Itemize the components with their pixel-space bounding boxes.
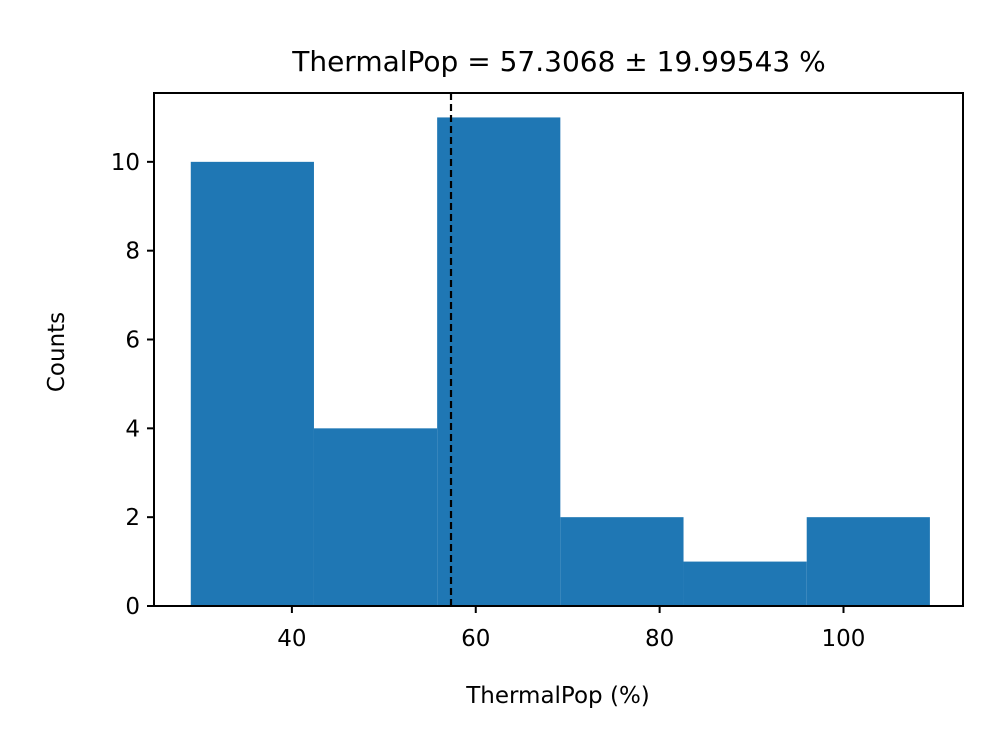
histogram-bar <box>560 517 684 606</box>
y-tick-label: 6 <box>125 328 140 354</box>
plot-frame <box>153 92 964 607</box>
x-tick-label: 60 <box>461 626 490 652</box>
bars-group <box>190 117 930 606</box>
y-axis-label: Counts <box>44 312 70 392</box>
x-axis-label: ThermalPop (%) <box>465 683 650 709</box>
y-tick-label: 2 <box>125 505 140 531</box>
histogram-bar <box>190 161 314 606</box>
histogram-bar <box>806 517 930 606</box>
y-tick-label: 4 <box>125 416 140 442</box>
histogram-bar <box>437 117 561 606</box>
chart-title: ThermalPop = 57.3068 ± 19.99543 % <box>291 45 826 78</box>
histogram-bar <box>313 428 438 606</box>
x-ticks-group: 40 60 80 100 <box>277 606 865 652</box>
y-ticks-group: 0 2 4 6 8 10 <box>111 150 154 620</box>
x-tick-label: 80 <box>645 626 674 652</box>
y-tick-label: 0 <box>125 594 140 620</box>
y-tick-label: 8 <box>125 239 140 265</box>
x-tick-label: 40 <box>277 626 306 652</box>
histogram-bar <box>683 561 807 606</box>
y-tick-label: 10 <box>111 150 140 176</box>
x-tick-label: 100 <box>822 626 866 652</box>
